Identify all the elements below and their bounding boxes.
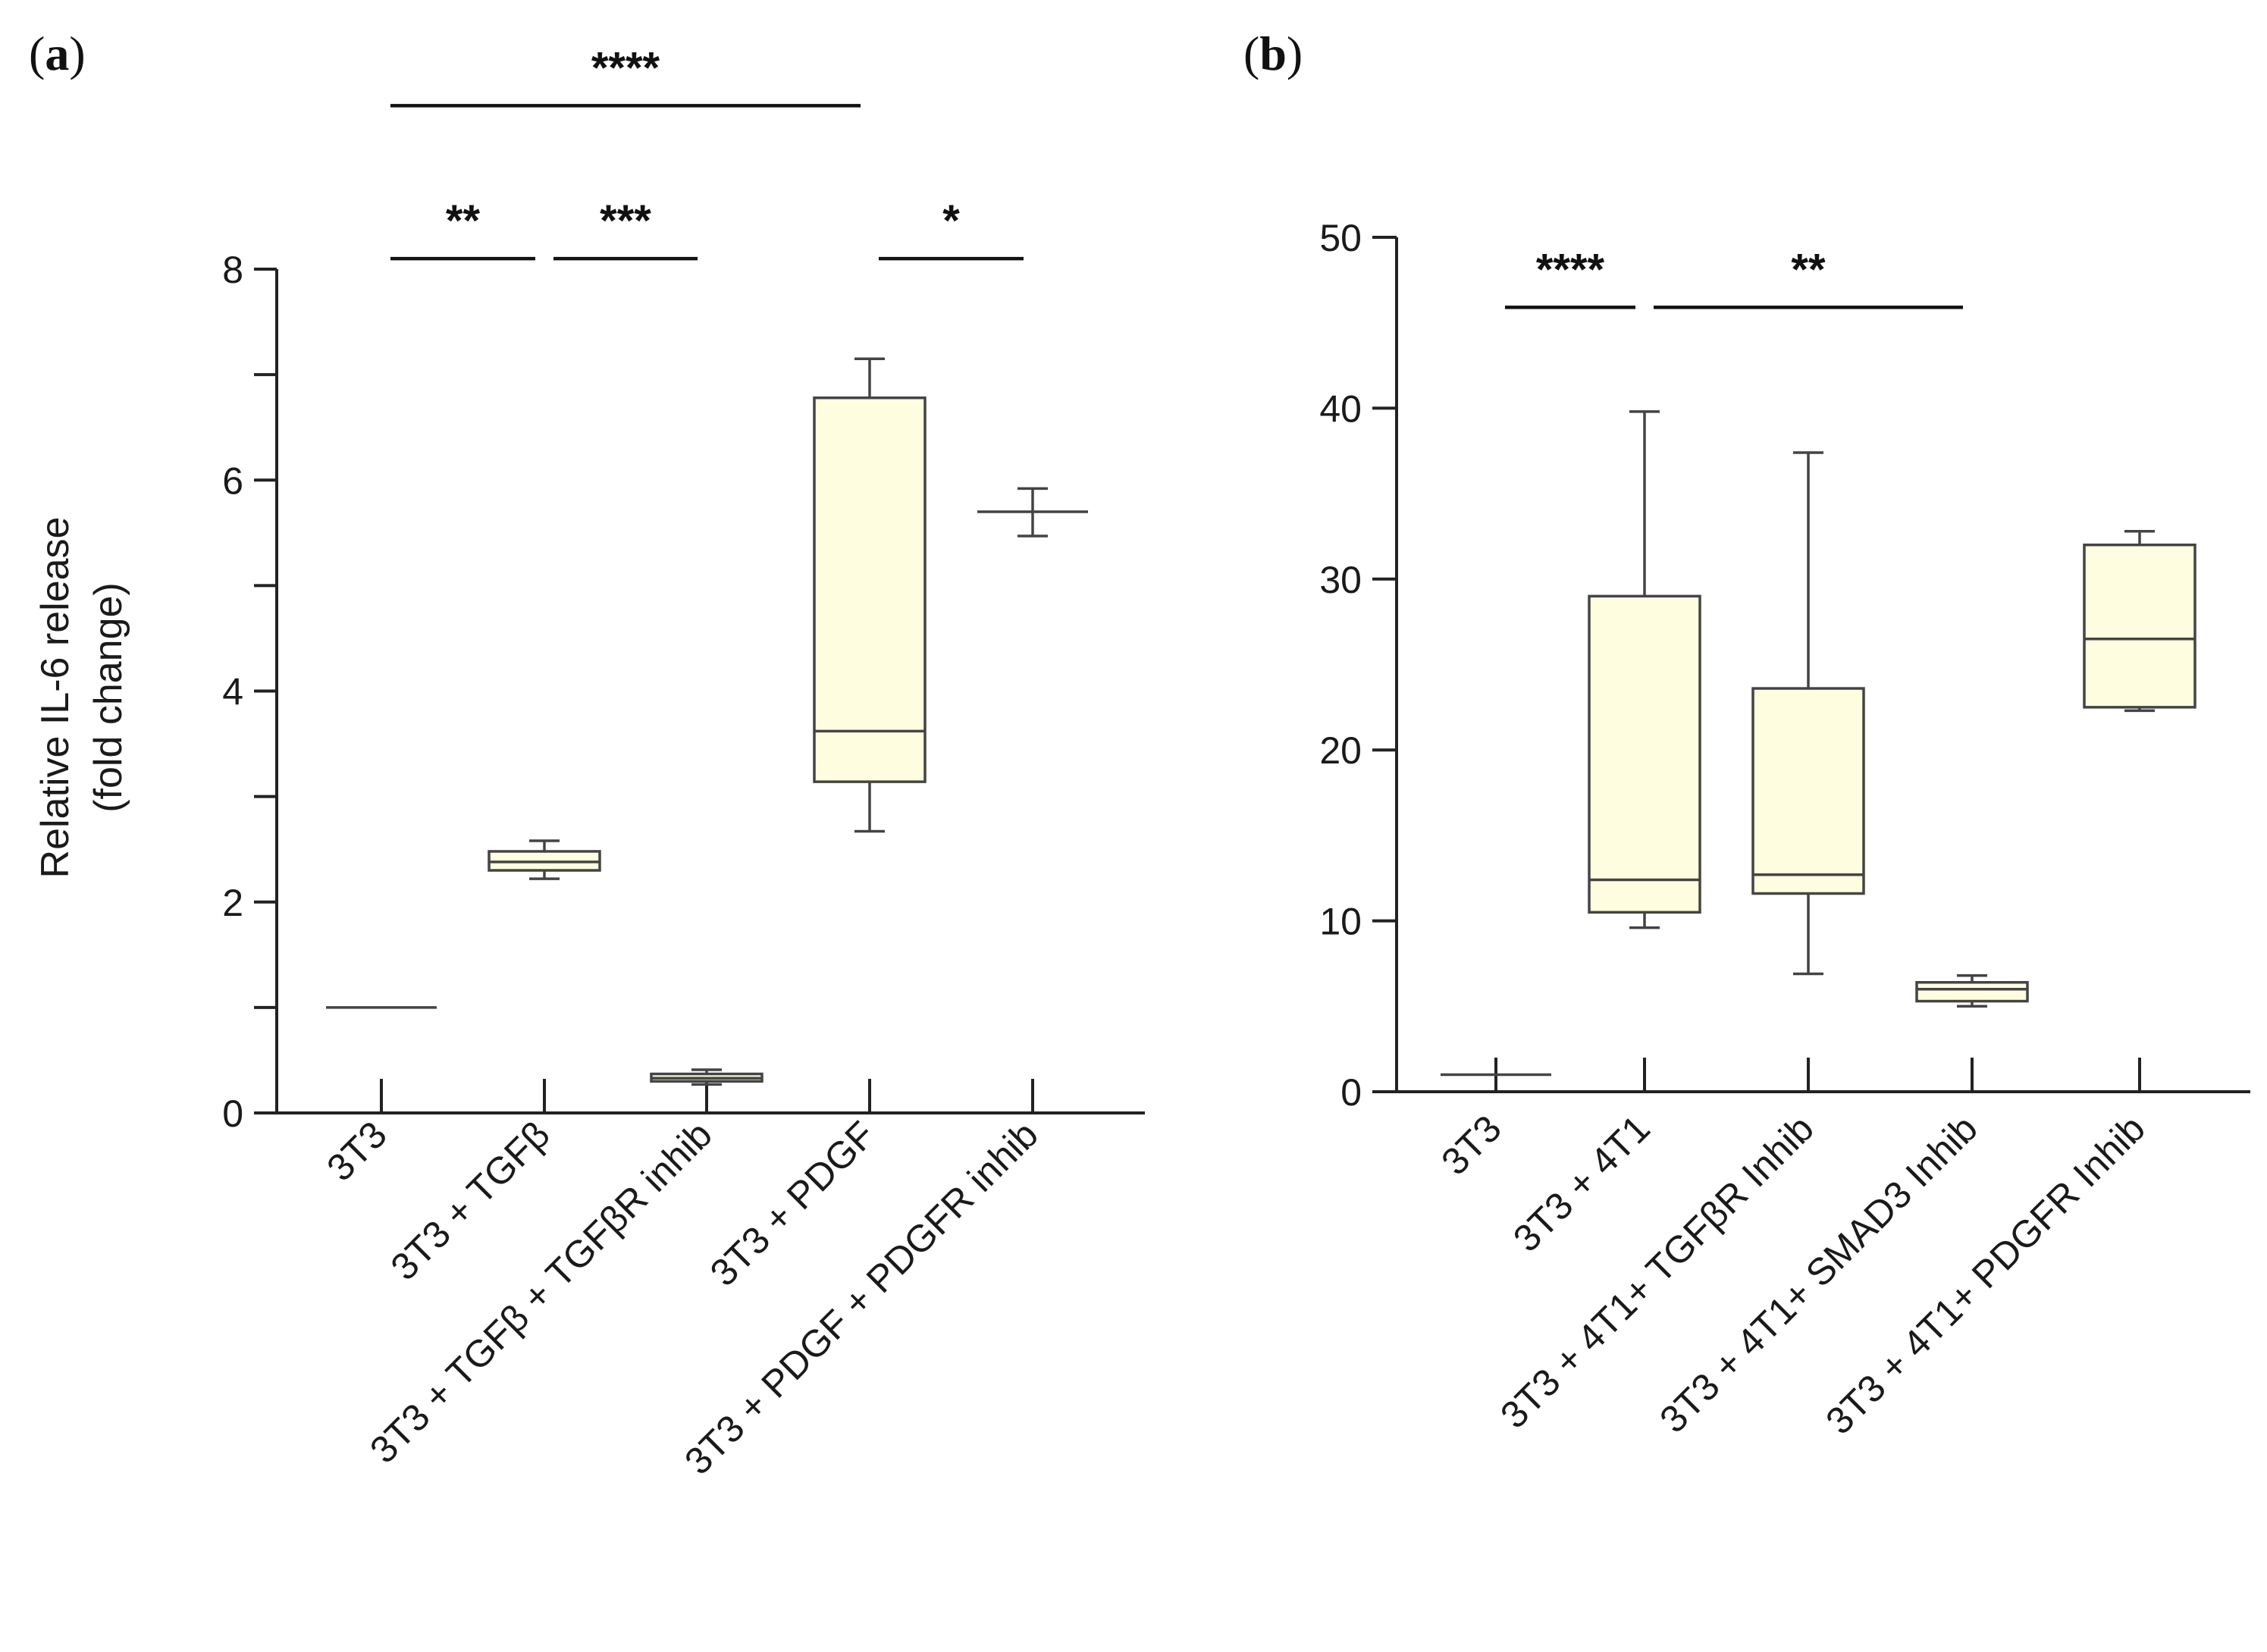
panel-b-y-tick-label: 10	[1319, 901, 1362, 943]
panel-a-y-tick-label: 0	[222, 1092, 243, 1135]
panel-b-y-tick-label: 40	[1319, 387, 1362, 430]
panel-b-box-2	[1588, 410, 1701, 929]
panel-b-label: (b)	[1243, 27, 1303, 80]
panel-a-box-5	[977, 487, 1088, 538]
panel-b-label-close: )	[1287, 27, 1303, 80]
panel-b-y-tick-label: 0	[1340, 1071, 1362, 1114]
panel-b-box-5	[2083, 529, 2196, 713]
panel-a-box-4	[813, 357, 927, 833]
panel-a-label: (a)	[29, 27, 86, 80]
panel-a-box-2	[488, 839, 601, 880]
panel-b-box-4	[1915, 973, 2029, 1008]
panel-b-y-tick-label: 20	[1319, 729, 1362, 772]
panel-b-label-open: (	[1243, 27, 1259, 80]
panel-a-category-label-5: 3T3 + PDGF + PDGFR inhib	[676, 1113, 1046, 1483]
panel-b-category-label-1: 3T3	[1433, 1107, 1510, 1183]
panel-b-significance-label: ****	[1536, 245, 1605, 294]
panel-b-y-tick-label: 30	[1319, 559, 1362, 601]
panel-b-category-label-3: 3T3 + 4T1+ TGFβR Inhib	[1492, 1107, 1822, 1437]
panel-a-y-tick-label: 8	[222, 249, 243, 291]
panel-b-category-label-4: 3T3 + 4T1+ SMAD3 Inhib	[1651, 1107, 1986, 1441]
panel-a-box-3	[650, 1068, 764, 1086]
panel-a-label-open: (	[29, 27, 45, 80]
panel-a-category-label-1: 3T3	[318, 1113, 395, 1190]
panel-a-category-label-3: 3T3 + TGFβ + TGFβR inhib	[362, 1113, 720, 1472]
panel-b-category-label-5: 3T3 + 4T1+ PDGFR Inhib	[1817, 1107, 2153, 1442]
panel-a-y-tick-label: 4	[222, 671, 243, 713]
panel-a-category-label-2: 3T3 + TGFβ	[383, 1113, 558, 1288]
panel-a-significance-label: ****	[591, 43, 660, 92]
panel-b-box-rect	[1588, 594, 1701, 914]
panel-b-y-tick-label: 50	[1319, 217, 1362, 259]
panel-b-box-rect	[2083, 543, 2196, 709]
panel-b-significance-label: **	[1791, 245, 1826, 294]
panel-a-significance-label: ***	[600, 196, 651, 246]
panel-a-significance-label: *	[942, 196, 960, 246]
panel-a-label-letter: a	[45, 27, 69, 80]
panel-b-box-rect	[1915, 980, 2029, 1003]
panel-a-significance-label: **	[446, 196, 481, 246]
panel-a-y-tick-label: 2	[222, 882, 243, 924]
panel-a-box-rect	[813, 396, 927, 783]
panel-a-ylabel-line-1: Relative IL-6 release	[33, 517, 77, 879]
panel-b-category-label-2: 3T3 + 4T1	[1505, 1107, 1658, 1260]
panel-a-label-close: )	[69, 27, 85, 80]
panel-b-label-letter: b	[1259, 27, 1287, 80]
panel-a-ylabel-line-2: (fold change)	[86, 582, 130, 813]
panel-b-box-rect	[1751, 687, 1865, 895]
panel-a-y-tick-label: 6	[222, 459, 243, 502]
panel-a-category-label-4: 3T3 + PDGF	[702, 1113, 883, 1294]
panel-b-box-3	[1751, 451, 1865, 976]
